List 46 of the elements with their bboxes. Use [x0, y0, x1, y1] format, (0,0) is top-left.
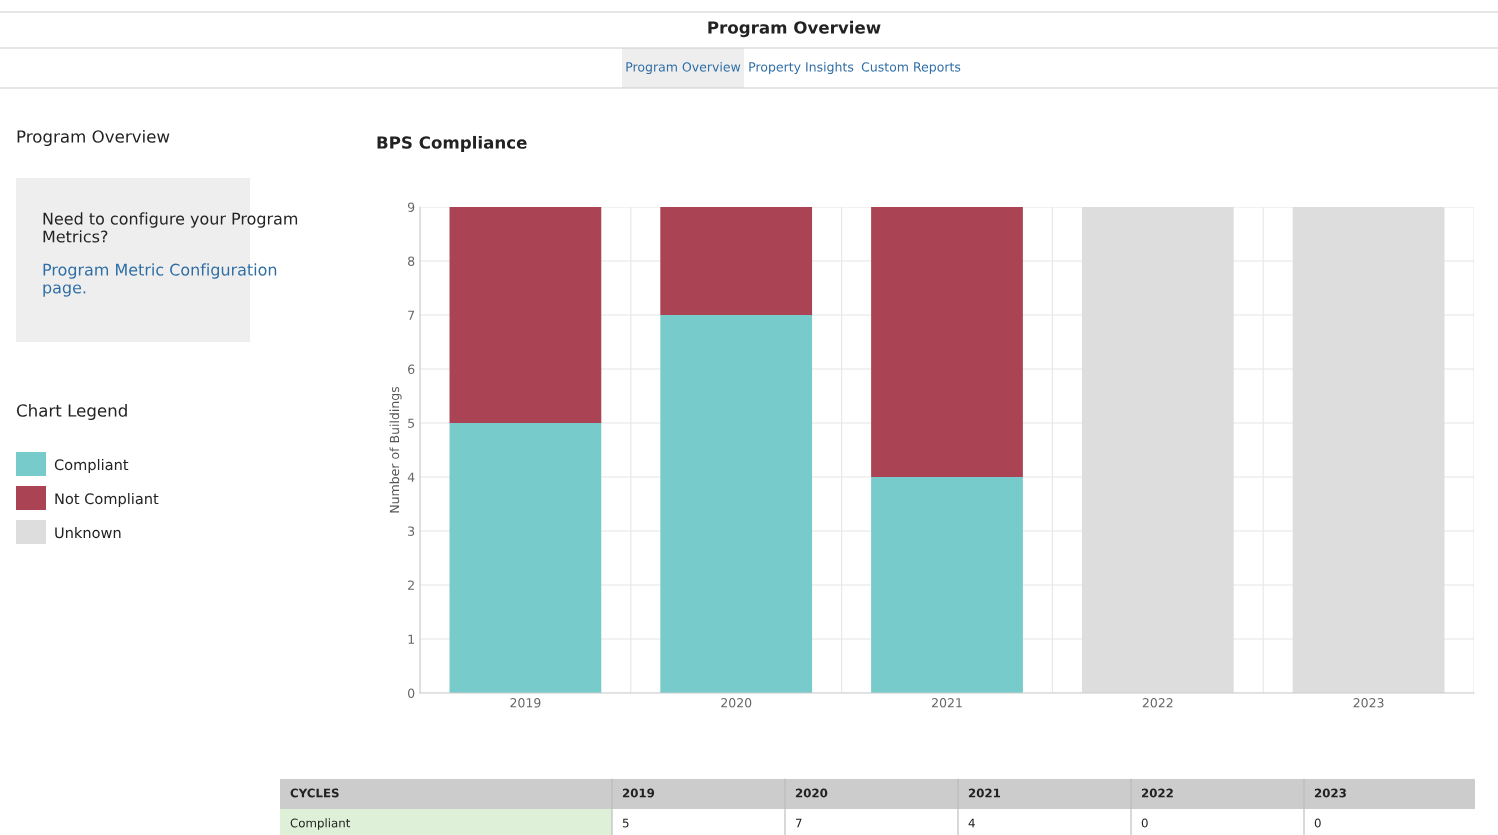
legend-label: Compliant	[54, 458, 129, 474]
text: Program Overview	[626, 61, 741, 75]
text: Property Insights	[749, 61, 854, 75]
y-tick-label: 1	[408, 634, 414, 644]
bar	[871, 207, 1023, 477]
legend-label: Not Compliant	[55, 492, 159, 508]
text: Custom Reports	[861, 62, 961, 75]
text: Program Overview	[17, 129, 170, 147]
text: Program Overview	[708, 20, 881, 38]
y-tick-label: 8	[408, 256, 415, 266]
x-tick-label: 2022	[1142, 698, 1173, 708]
y-tick-label: 3	[408, 526, 415, 536]
data-label: 7	[795, 818, 802, 828]
bar	[449, 207, 602, 423]
category-label: 2021	[968, 788, 1001, 798]
bar	[871, 477, 1023, 693]
category-label: 2022	[1141, 788, 1173, 798]
y-tick-label: 6	[408, 364, 415, 374]
category-label: 2020	[795, 788, 828, 798]
y-tick-label: 9	[407, 202, 415, 212]
y-tick-label: 7	[408, 310, 415, 320]
text: CYCLES	[290, 788, 339, 798]
x-tick-label: 2020	[721, 698, 752, 708]
bar	[449, 423, 602, 693]
chart-title: BPS Compliance	[377, 135, 527, 153]
x-tick-label: 2023	[1353, 698, 1384, 708]
x-tick-label: 2019	[510, 698, 541, 708]
y-tick-label: 5	[408, 418, 415, 428]
y-axis-title: Number of Buildings	[389, 386, 402, 513]
data-label: 5	[622, 818, 629, 828]
category-label: 2019	[622, 788, 655, 798]
data-label: 0	[1141, 818, 1148, 828]
data-label: 4	[968, 818, 975, 828]
text: Need to configure your Program Metrics?	[43, 212, 298, 243]
y-tick-label: 0	[408, 688, 415, 698]
text: Compliant	[290, 818, 351, 830]
bar	[660, 207, 813, 315]
legend-title: Chart Legend	[16, 403, 127, 421]
bar	[660, 315, 813, 693]
data-label: 0	[1314, 818, 1321, 828]
legend-label: Unknown	[55, 526, 121, 539]
x-tick-label: 2021	[932, 698, 962, 708]
text: Program Metric Configuration page.	[43, 263, 277, 297]
category-label: 2023	[1314, 788, 1346, 798]
y-tick-label: 2	[408, 580, 414, 590]
y-tick-label: 4	[407, 472, 415, 482]
